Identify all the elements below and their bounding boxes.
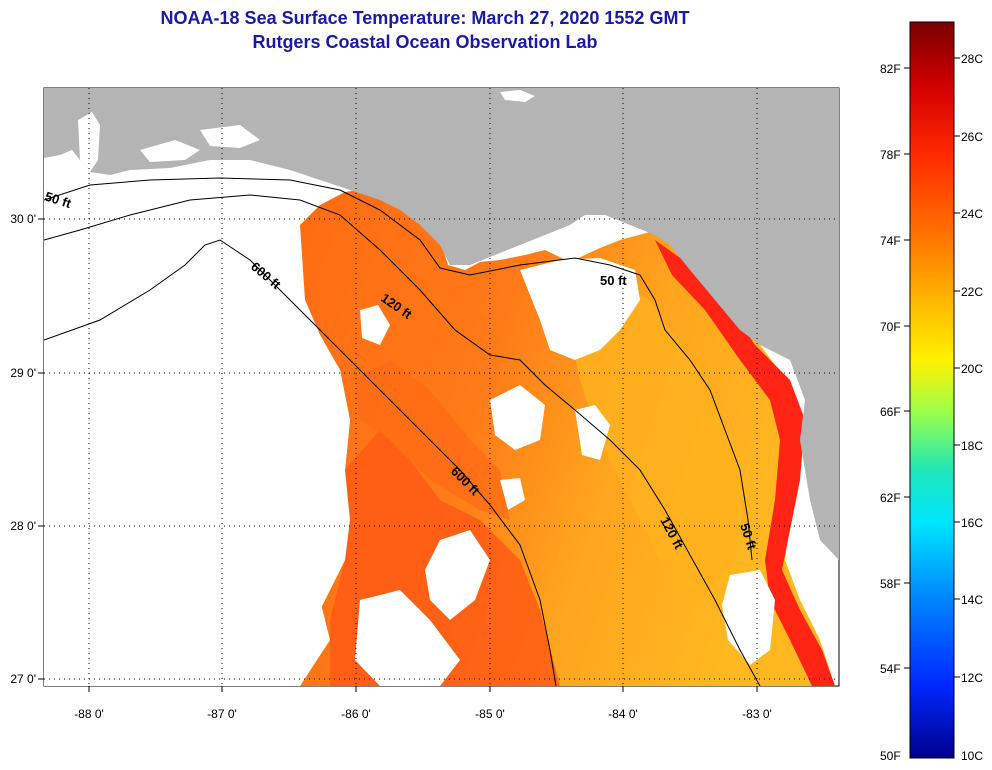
fahrenheit-label: 54F <box>880 662 901 676</box>
map-title: NOAA-18 Sea Surface Temperature: March 2… <box>0 6 850 54</box>
sst-field-warm-2 <box>355 360 510 520</box>
celsius-label: 26C <box>961 130 983 144</box>
lon-label: -88 0' <box>74 707 104 721</box>
lon-label: -87 0' <box>207 707 237 721</box>
celsius-label: 12C <box>961 671 983 685</box>
bay-pensacola <box>140 140 200 162</box>
lon-label: -83 0' <box>742 707 772 721</box>
fahrenheit-label: 74F <box>880 234 901 248</box>
longitude-labels: -88 0' -87 0' -86 0' -85 0' -84 0' -83 0… <box>74 707 772 721</box>
fahrenheit-label: 66F <box>880 405 901 419</box>
celsius-label: 28C <box>961 52 983 66</box>
cloud-mask <box>44 88 775 686</box>
bay-mobile <box>78 112 100 172</box>
contour-50ft <box>44 177 753 561</box>
fahrenheit-label: 82F <box>880 62 901 76</box>
bathymetry-contours <box>44 177 761 686</box>
contour-600ft <box>44 239 557 686</box>
colorbar-celsius-labels: 28C 26C 24C 22C 20C 18C 16C 14C 12C 10C <box>961 52 983 763</box>
celsius-label: 18C <box>961 439 983 453</box>
land-mass <box>44 88 839 560</box>
sst-field-shelf <box>560 280 740 600</box>
colorbar-f-ticks <box>904 67 910 669</box>
fahrenheit-label: 70F <box>880 320 901 334</box>
lon-label: -84 0' <box>608 707 638 721</box>
bay-choctaw <box>200 125 260 148</box>
celsius-label: 14C <box>961 593 983 607</box>
lat-label: 30 0' <box>10 212 36 226</box>
lat-label: 29 0' <box>10 366 36 380</box>
sst-field-coastal-hot <box>655 240 835 686</box>
axis-ticks <box>38 218 758 692</box>
contour-label-50ft-east: 50 ft <box>600 273 627 288</box>
lat-label: 27 0' <box>10 672 36 686</box>
celsius-label: 20C <box>961 362 983 376</box>
fahrenheit-label: 58F <box>880 577 901 591</box>
fahrenheit-label: 50F <box>880 749 901 763</box>
fahrenheit-label: 62F <box>880 491 901 505</box>
lon-label: -85 0' <box>475 707 505 721</box>
inland-lake <box>500 90 535 102</box>
celsius-label: 24C <box>961 207 983 221</box>
colorbar-c-ticks <box>954 57 960 678</box>
title-line-1: NOAA-18 Sea Surface Temperature: March 2… <box>160 8 690 28</box>
title-line-2: Rutgers Coastal Ocean Observation Lab <box>252 32 598 52</box>
colorbar-fahrenheit-labels: 82F 78F 74F 70F 66F 62F 58F 54F 50F <box>880 62 901 763</box>
lon-label: -86 0' <box>341 707 371 721</box>
colorbar <box>909 21 955 759</box>
latitude-labels: 30 0' 29 0' 28 0' 27 0' <box>10 212 36 686</box>
fahrenheit-label: 78F <box>880 148 901 162</box>
contour-120ft <box>44 194 761 686</box>
celsius-label: 10C <box>961 749 983 763</box>
map-content <box>44 88 839 686</box>
lat-label: 28 0' <box>10 519 36 533</box>
celsius-label: 16C <box>961 516 983 530</box>
celsius-label: 22C <box>961 285 983 299</box>
